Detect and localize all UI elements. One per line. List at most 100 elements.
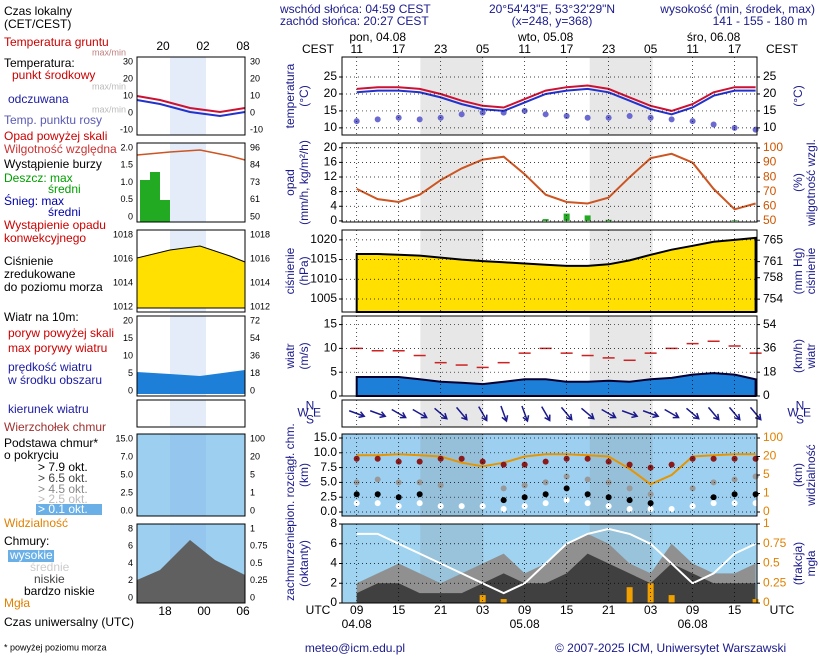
bar <box>500 599 507 603</box>
y-tick-label: 12 <box>324 169 338 183</box>
x-top-tick-label: 23 <box>602 42 616 56</box>
dot <box>689 485 696 492</box>
dot <box>668 116 675 123</box>
compass-letter: W <box>787 406 799 420</box>
y-tick-label: 1010 <box>310 271 337 285</box>
legend-tick: 0 <box>250 592 255 602</box>
legend-panel <box>137 57 245 135</box>
dot <box>437 482 444 489</box>
legend-panel-border <box>136 433 246 517</box>
legend-tick: 1018 <box>113 229 133 239</box>
legend-time: 00 <box>197 604 211 618</box>
legend-panel-border <box>136 56 246 136</box>
legend-label: Wystąpienie burzy <box>4 157 102 171</box>
date-label: śro, 06.08 <box>687 30 741 44</box>
legend-tick: 10 <box>250 90 260 100</box>
bar <box>542 219 549 221</box>
dot <box>626 113 633 120</box>
legend-tick: 1.0 <box>120 177 133 187</box>
y2-axis-label: (frakcja) <box>791 542 805 585</box>
dot <box>710 494 717 501</box>
grid-point: (x=248, y=368) <box>512 14 593 28</box>
y2-tick-label: 15 <box>763 103 777 117</box>
y-axis-label: ciśnienie <box>283 247 297 294</box>
legend-tick: 1016 <box>113 253 133 263</box>
wind-arrow <box>642 410 660 419</box>
y-tick-label: 10 <box>324 120 338 134</box>
dot <box>752 491 759 498</box>
wind-arrow <box>664 408 680 419</box>
legend-label: Temperatura gruntu <box>4 35 109 49</box>
bar <box>479 595 486 603</box>
y-tick-label: 6 <box>330 536 337 550</box>
dot <box>521 461 528 468</box>
dot <box>416 458 423 465</box>
legend-label: punkt środkowy <box>12 68 95 82</box>
legend-label: Ciśnienie <box>4 254 54 268</box>
legend-tick: 30 <box>250 56 260 66</box>
legend-tick: 0.5 <box>250 558 263 568</box>
y-axis-label: (m/s) <box>297 342 311 369</box>
legend-tick: 84 <box>250 160 260 170</box>
legend-tick: 0 <box>128 385 133 395</box>
legend-tick: 36 <box>250 350 260 360</box>
dot <box>500 497 507 504</box>
legend-band <box>170 434 206 516</box>
legend-tick: -10 <box>120 124 133 134</box>
legend-tick: 100 <box>250 433 265 443</box>
y-tick-label: 20 <box>324 140 338 154</box>
x-top-tick-label: 17 <box>560 42 574 56</box>
y2-axis-label: wiatr <box>804 343 818 369</box>
legend-panel-border <box>136 315 246 397</box>
compass-letter: N <box>796 399 805 413</box>
y-tick-label: 10 <box>324 341 338 355</box>
copyright: © 2007-2025 ICM, Uniwersytet Warszawski <box>555 641 786 655</box>
dot <box>542 479 549 486</box>
legend-decor <box>140 172 170 222</box>
y-tick-label: 1020 <box>310 232 337 246</box>
elevation: 141 - 155 - 180 m <box>713 14 808 28</box>
y-axis-label: opad <box>283 169 297 196</box>
night-band <box>589 57 653 135</box>
legend-label: średni <box>48 182 81 196</box>
y2-tick-label: 0.5 <box>763 556 780 570</box>
compass-letter: S <box>796 413 804 427</box>
legend-label: max porywy wiatru <box>8 341 107 355</box>
legend-tick: 50 <box>250 211 260 221</box>
y2-axis-label: (%) <box>791 173 805 192</box>
series-line <box>356 453 756 486</box>
legend-tick: 8 <box>128 523 133 533</box>
y2-tick-label: 90 <box>763 155 777 169</box>
legend-tick: 0.25 <box>250 575 268 585</box>
legend-decor <box>137 540 245 603</box>
legend-tick: 6 <box>128 541 133 551</box>
legend-tick: 61 <box>250 194 260 204</box>
y-tick-label: 8 <box>330 516 337 530</box>
legend-decor <box>136 149 246 161</box>
x-top-tick-label: 05 <box>644 42 658 56</box>
panel-background <box>342 143 757 222</box>
y2-tick-label: 0 <box>763 504 770 518</box>
legend-label: > 4.5 okt. <box>38 482 88 496</box>
legend-tick: 0 <box>128 107 133 117</box>
dot <box>584 491 591 498</box>
wind-arrow <box>455 406 468 421</box>
legend-label: zredukowane <box>4 267 76 281</box>
legend-tick: 15.0 <box>115 433 133 443</box>
dot <box>542 491 549 498</box>
legend-tick: 2.5 <box>120 487 133 497</box>
legend-label: Wystąpienie opadu <box>4 218 106 232</box>
night-band <box>420 143 484 222</box>
wind-arrow <box>621 410 639 419</box>
sunrise: wschód słońca: 04:59 CEST <box>279 2 431 16</box>
legend-label: kierunek wiatru <box>8 402 89 416</box>
legend-tick: 1018 <box>250 229 270 239</box>
legend-label: Mgła <box>4 596 30 610</box>
legend-decor <box>136 245 246 309</box>
legend-tick: 0.5 <box>120 194 133 204</box>
dot <box>374 116 381 123</box>
legend-tick: 0 <box>250 505 255 515</box>
series-line <box>356 84 756 112</box>
legend-tick: 10 <box>123 90 133 100</box>
legend-panel-border <box>136 523 246 604</box>
